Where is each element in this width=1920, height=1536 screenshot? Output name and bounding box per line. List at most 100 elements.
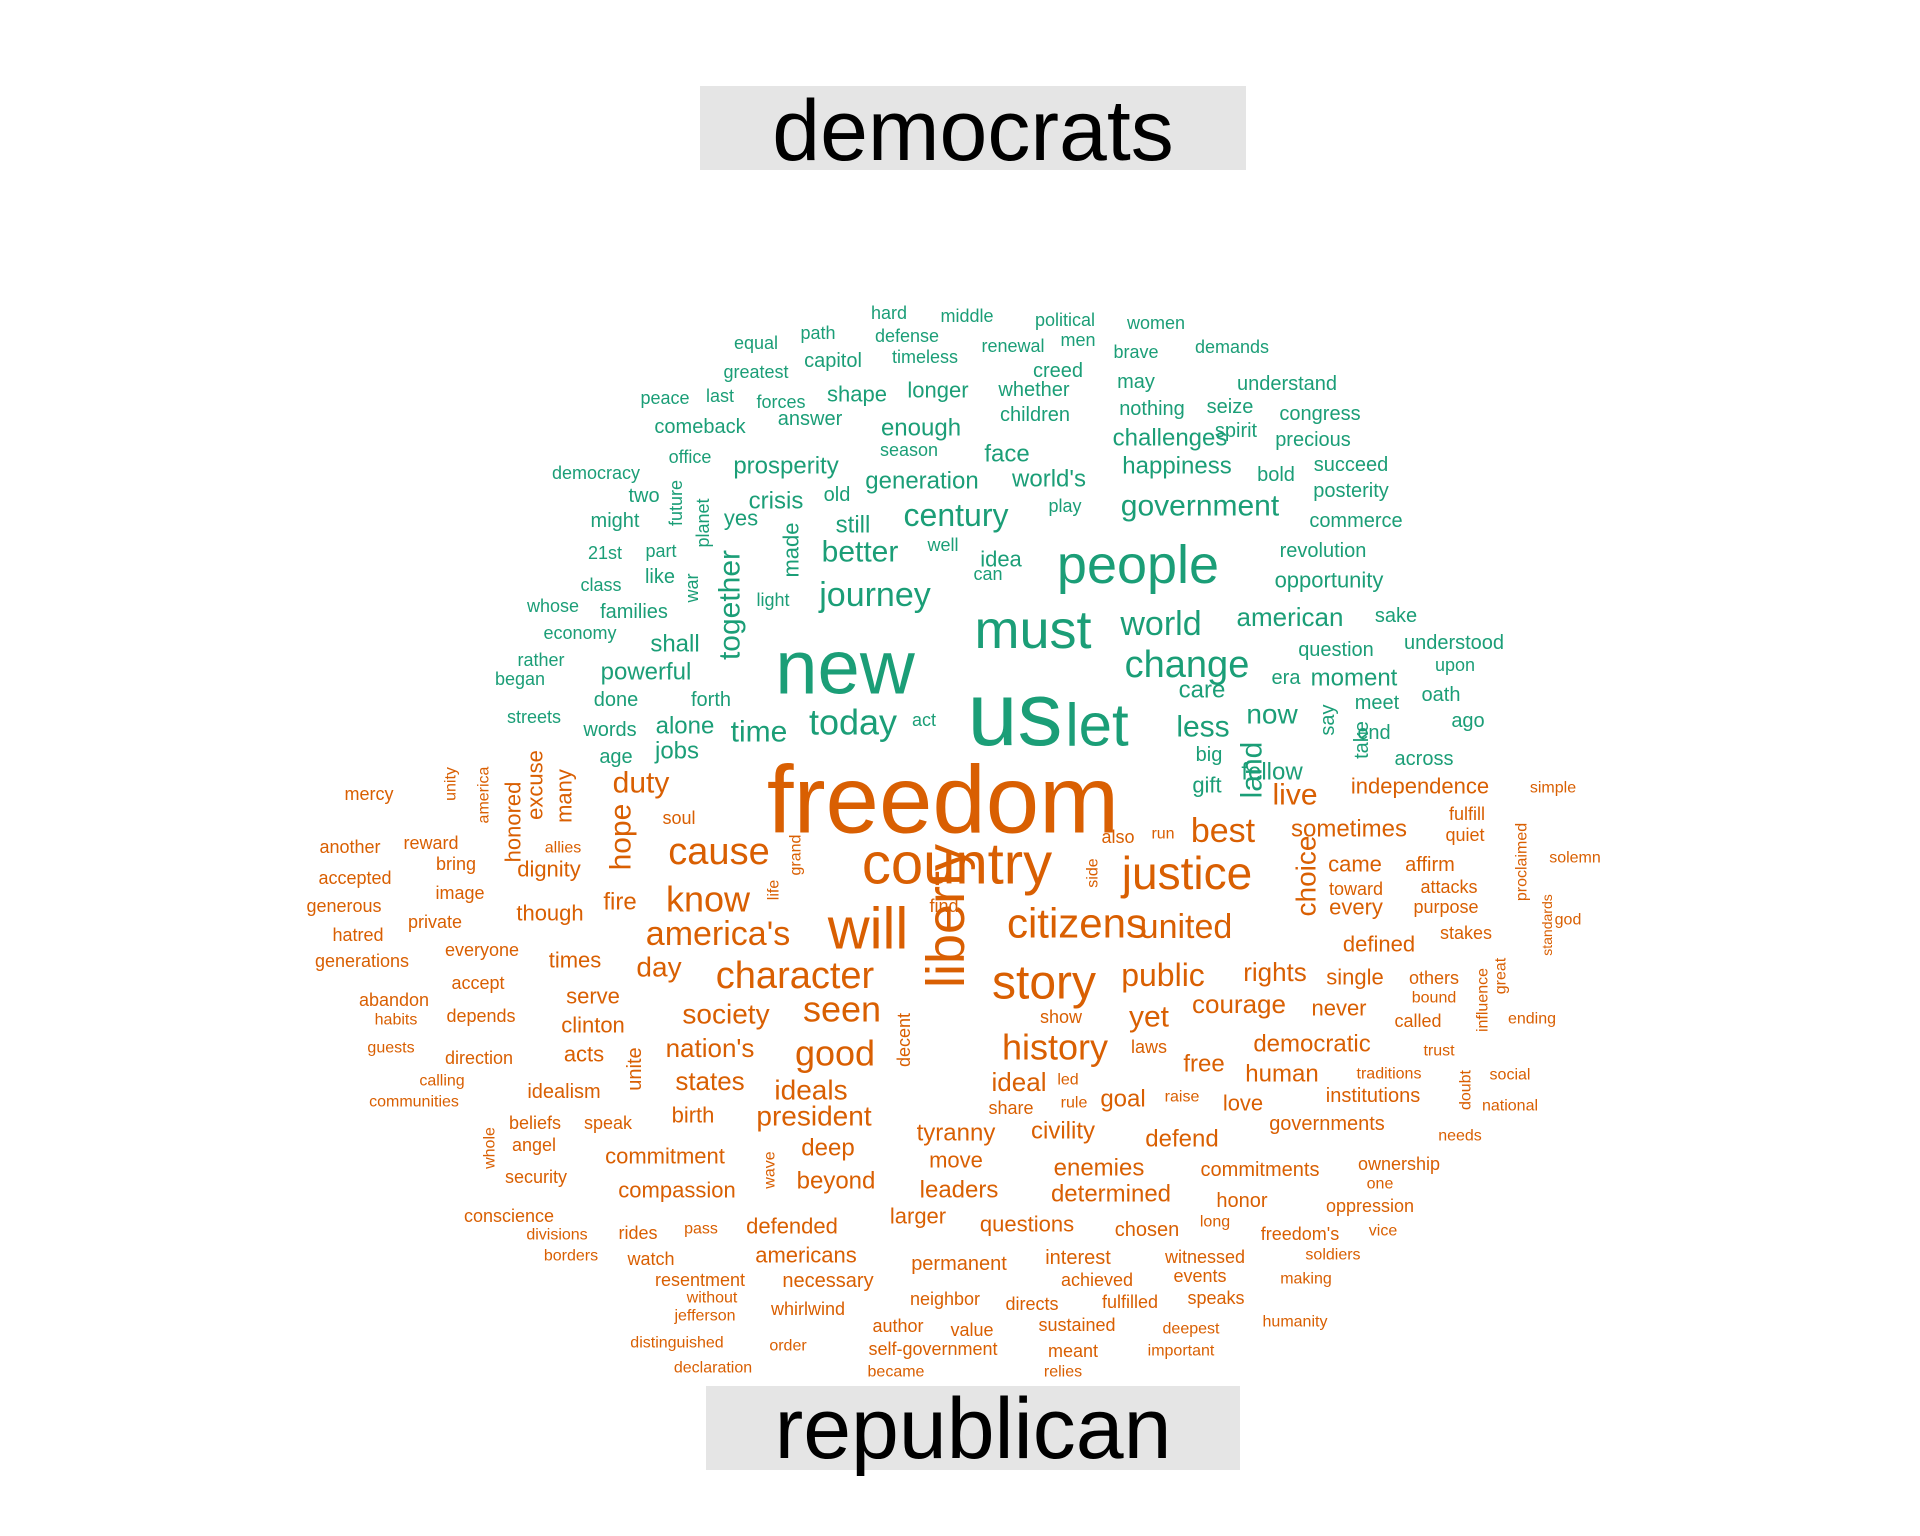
word-last: last	[706, 386, 734, 406]
word-independence: independence	[1351, 774, 1489, 799]
word-care: care	[1179, 677, 1226, 704]
word-can: can	[973, 564, 1002, 584]
word-class: class	[580, 575, 621, 595]
word-speak: speak	[584, 1113, 633, 1133]
word-beyond: beyond	[797, 1168, 876, 1195]
word-shall: shall	[650, 631, 699, 658]
word-better: better	[822, 536, 899, 569]
word-pass: pass	[684, 1221, 718, 1238]
word-accept: accept	[451, 973, 504, 993]
word-live: live	[1272, 779, 1317, 812]
word-solemn: solemn	[1549, 850, 1601, 867]
word-life: life	[766, 880, 783, 901]
word-democracy: democracy	[552, 463, 640, 483]
word-journey: journey	[818, 576, 931, 614]
word-meet: meet	[1355, 692, 1400, 714]
word-share: share	[988, 1098, 1033, 1118]
word-divisions: divisions	[526, 1227, 587, 1244]
word-order: order	[769, 1338, 807, 1355]
word-renewal: renewal	[981, 336, 1044, 356]
word-side: side	[1085, 858, 1102, 887]
word-american: american	[1237, 602, 1344, 632]
word-long: long	[1200, 1214, 1230, 1231]
word-must: must	[974, 600, 1091, 660]
word-fellow: fellow	[1241, 759, 1303, 786]
word-distinguished: distinguished	[630, 1335, 723, 1352]
word-ago: ago	[1451, 710, 1484, 732]
word-show: show	[1040, 1007, 1083, 1027]
word-streets: streets	[507, 707, 561, 727]
word-children: children	[1000, 404, 1070, 426]
word-less: less	[1176, 711, 1229, 744]
word-communities: communities	[369, 1094, 459, 1111]
word-well: well	[926, 535, 958, 555]
word-direction: direction	[445, 1048, 513, 1068]
word-day: day	[636, 952, 681, 983]
word-21st: 21st	[588, 543, 622, 563]
word-ideal: ideal	[992, 1067, 1047, 1097]
word-proclaimed: proclaimed	[1514, 823, 1531, 901]
word-influence: influence	[1475, 968, 1492, 1032]
word-families: families	[600, 601, 668, 623]
word-commerce: commerce	[1309, 510, 1402, 532]
word-defined: defined	[1343, 932, 1415, 957]
word-defense: defense	[875, 326, 939, 346]
word-world: world	[1119, 605, 1201, 643]
word-idealism: idealism	[527, 1081, 600, 1103]
word-watch: watch	[626, 1249, 674, 1269]
word-rights: rights	[1243, 957, 1307, 987]
word-clinton: clinton	[561, 1013, 625, 1038]
word-without: without	[686, 1290, 738, 1307]
word-path: path	[800, 323, 835, 343]
word-generation: generation	[865, 468, 978, 495]
word-freedom-s: freedom's	[1261, 1224, 1339, 1244]
word-questions: questions	[980, 1212, 1074, 1237]
word-sometimes: sometimes	[1291, 816, 1407, 843]
word-nothing: nothing	[1119, 398, 1185, 420]
word-laws: laws	[1131, 1037, 1167, 1057]
word-larger: larger	[890, 1204, 946, 1229]
word-act: act	[912, 710, 936, 730]
word-unity: unity	[443, 767, 460, 801]
word-security: security	[505, 1167, 567, 1187]
word-serve: serve	[566, 984, 620, 1009]
word-every: every	[1329, 895, 1383, 920]
word-move: move	[929, 1148, 983, 1173]
group-label-democrats-text: democrats	[772, 83, 1174, 179]
word-fire: fire	[603, 889, 636, 916]
word-enough: enough	[881, 415, 961, 442]
word-fulfilled: fulfilled	[1102, 1292, 1158, 1312]
word-whether: whether	[997, 379, 1069, 401]
word-necessary: necessary	[782, 1270, 873, 1292]
word-birth: birth	[672, 1103, 715, 1128]
word-find: find	[929, 896, 958, 916]
word-author: author	[872, 1316, 923, 1336]
word-play: play	[1048, 496, 1081, 516]
word-witnessed: witnessed	[1164, 1247, 1245, 1267]
word-future: future	[666, 480, 686, 526]
word-democratic: democratic	[1253, 1031, 1370, 1058]
word-question: question	[1298, 639, 1374, 661]
word-century: century	[904, 497, 1009, 533]
word-times: times	[549, 948, 602, 973]
word-character: character	[716, 955, 875, 997]
word-began: began	[495, 669, 545, 689]
word-habits: habits	[375, 1012, 418, 1029]
word-face: face	[984, 441, 1029, 468]
word-president: president	[756, 1101, 871, 1132]
word-achieved: achieved	[1061, 1270, 1133, 1290]
word-relies: relies	[1044, 1364, 1082, 1381]
word-america: america	[476, 766, 493, 823]
word-rides: rides	[618, 1223, 657, 1243]
word-dignity: dignity	[517, 857, 581, 882]
word-doubt: doubt	[1458, 1069, 1475, 1110]
word-determined: determined	[1051, 1181, 1171, 1208]
word-words: words	[582, 719, 636, 741]
word-spirit: spirit	[1215, 420, 1258, 442]
word-alone: alone	[656, 713, 715, 740]
word-image: image	[435, 883, 484, 903]
word-old: old	[824, 484, 851, 506]
word-understood: understood	[1404, 632, 1504, 654]
